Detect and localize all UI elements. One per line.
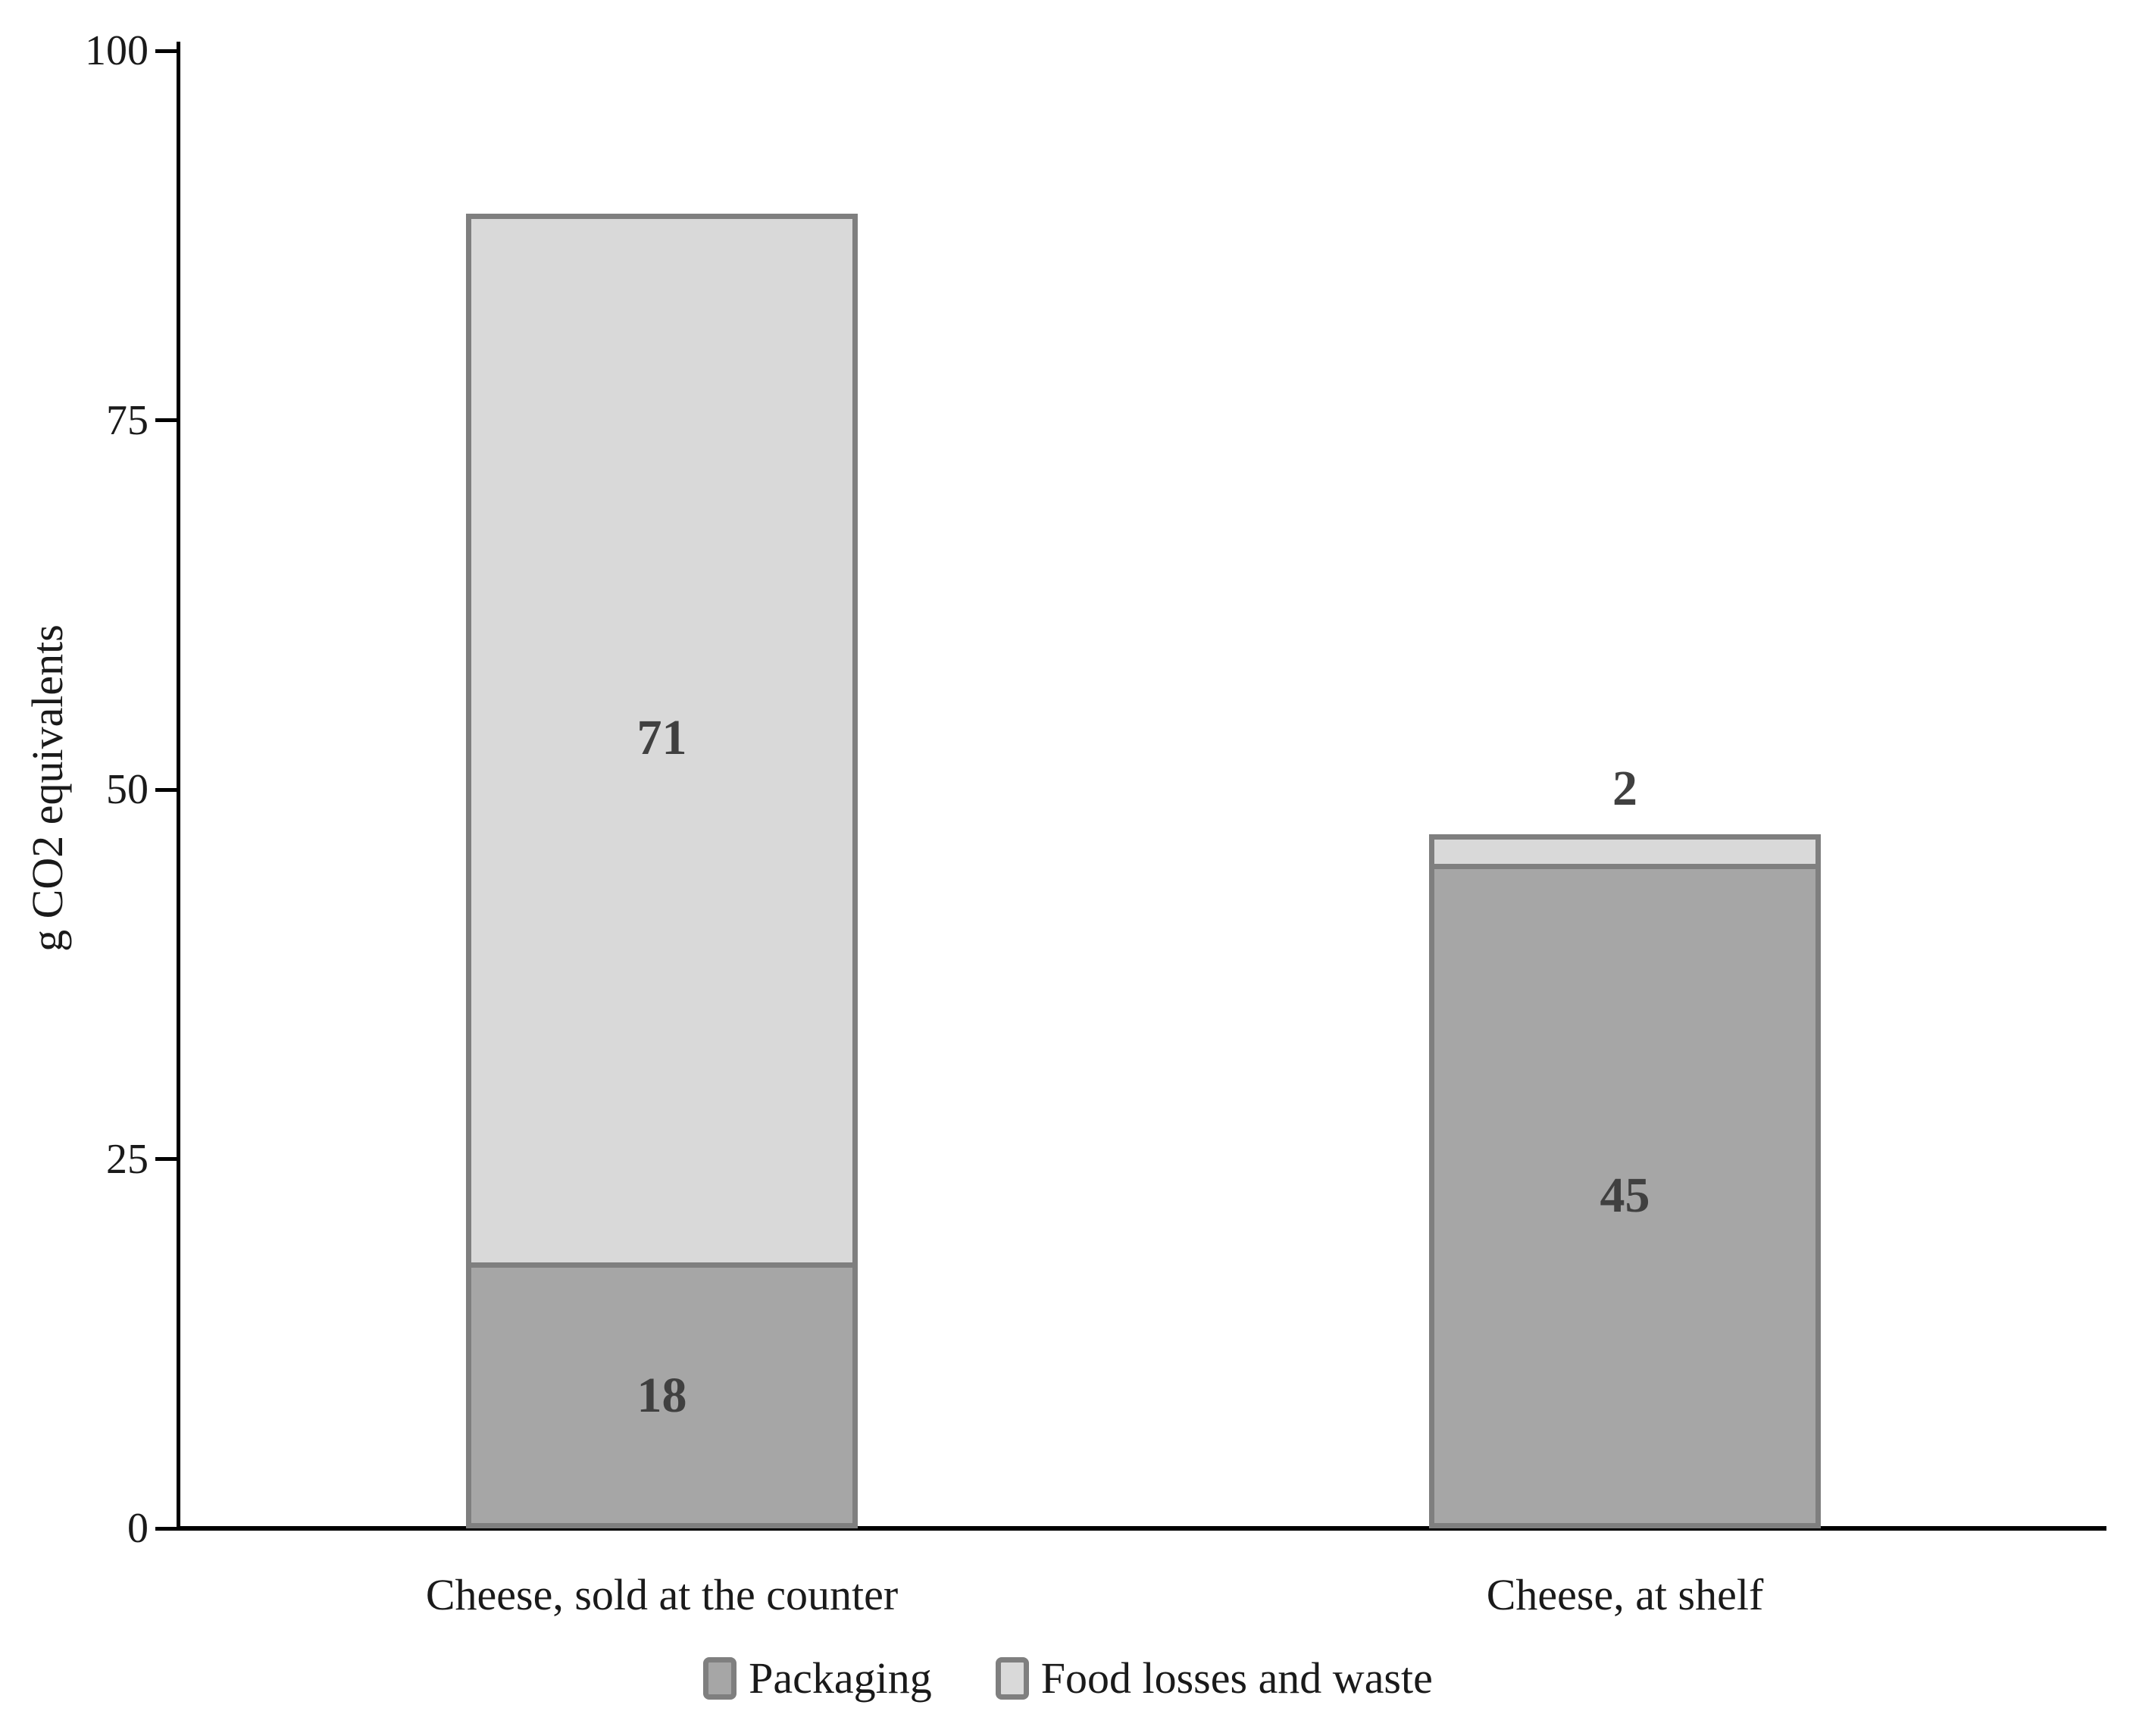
- legend-item-packaging: Packaging: [703, 1653, 932, 1703]
- x-axis-line: [177, 1526, 2106, 1531]
- value-label-food-losses-and-waste: 71: [636, 709, 687, 765]
- legend-label-packaging: Packaging: [749, 1653, 932, 1703]
- y-tick-label: 25: [106, 1135, 149, 1183]
- category-label: Cheese, at shelf: [1486, 1570, 1764, 1619]
- value-label-packaging: 45: [1600, 1168, 1650, 1224]
- y-tick-label: 75: [106, 396, 149, 444]
- legend: Packaging Food losses and waste: [0, 1652, 2136, 1705]
- y-tick-label: 50: [106, 766, 149, 813]
- y-tick-mark: [155, 1526, 177, 1531]
- bar-segment-food-losses-and-waste: [466, 213, 858, 1268]
- y-tick-mark: [155, 48, 177, 53]
- y-tick-label: 100: [85, 27, 149, 74]
- legend-swatch-packaging: [703, 1657, 737, 1700]
- legend-item-food-losses-and-waste: Food losses and waste: [995, 1653, 1433, 1703]
- category-label: Cheese, sold at the counter: [425, 1570, 899, 1619]
- legend-swatch-food-losses-and-waste: [995, 1657, 1029, 1700]
- y-tick-label: 0: [127, 1505, 149, 1552]
- y-tick-mark: [155, 1157, 177, 1161]
- y-axis-line: [177, 42, 180, 1531]
- legend-label-food-losses-and-waste: Food losses and waste: [1040, 1653, 1433, 1703]
- value-label-packaging: 18: [636, 1367, 687, 1423]
- bar-segment-food-losses-and-waste: [1429, 834, 1821, 869]
- value-label-food-losses-and-waste: 2: [1612, 760, 1637, 816]
- y-tick-mark: [155, 787, 177, 792]
- y-tick-mark: [155, 418, 177, 422]
